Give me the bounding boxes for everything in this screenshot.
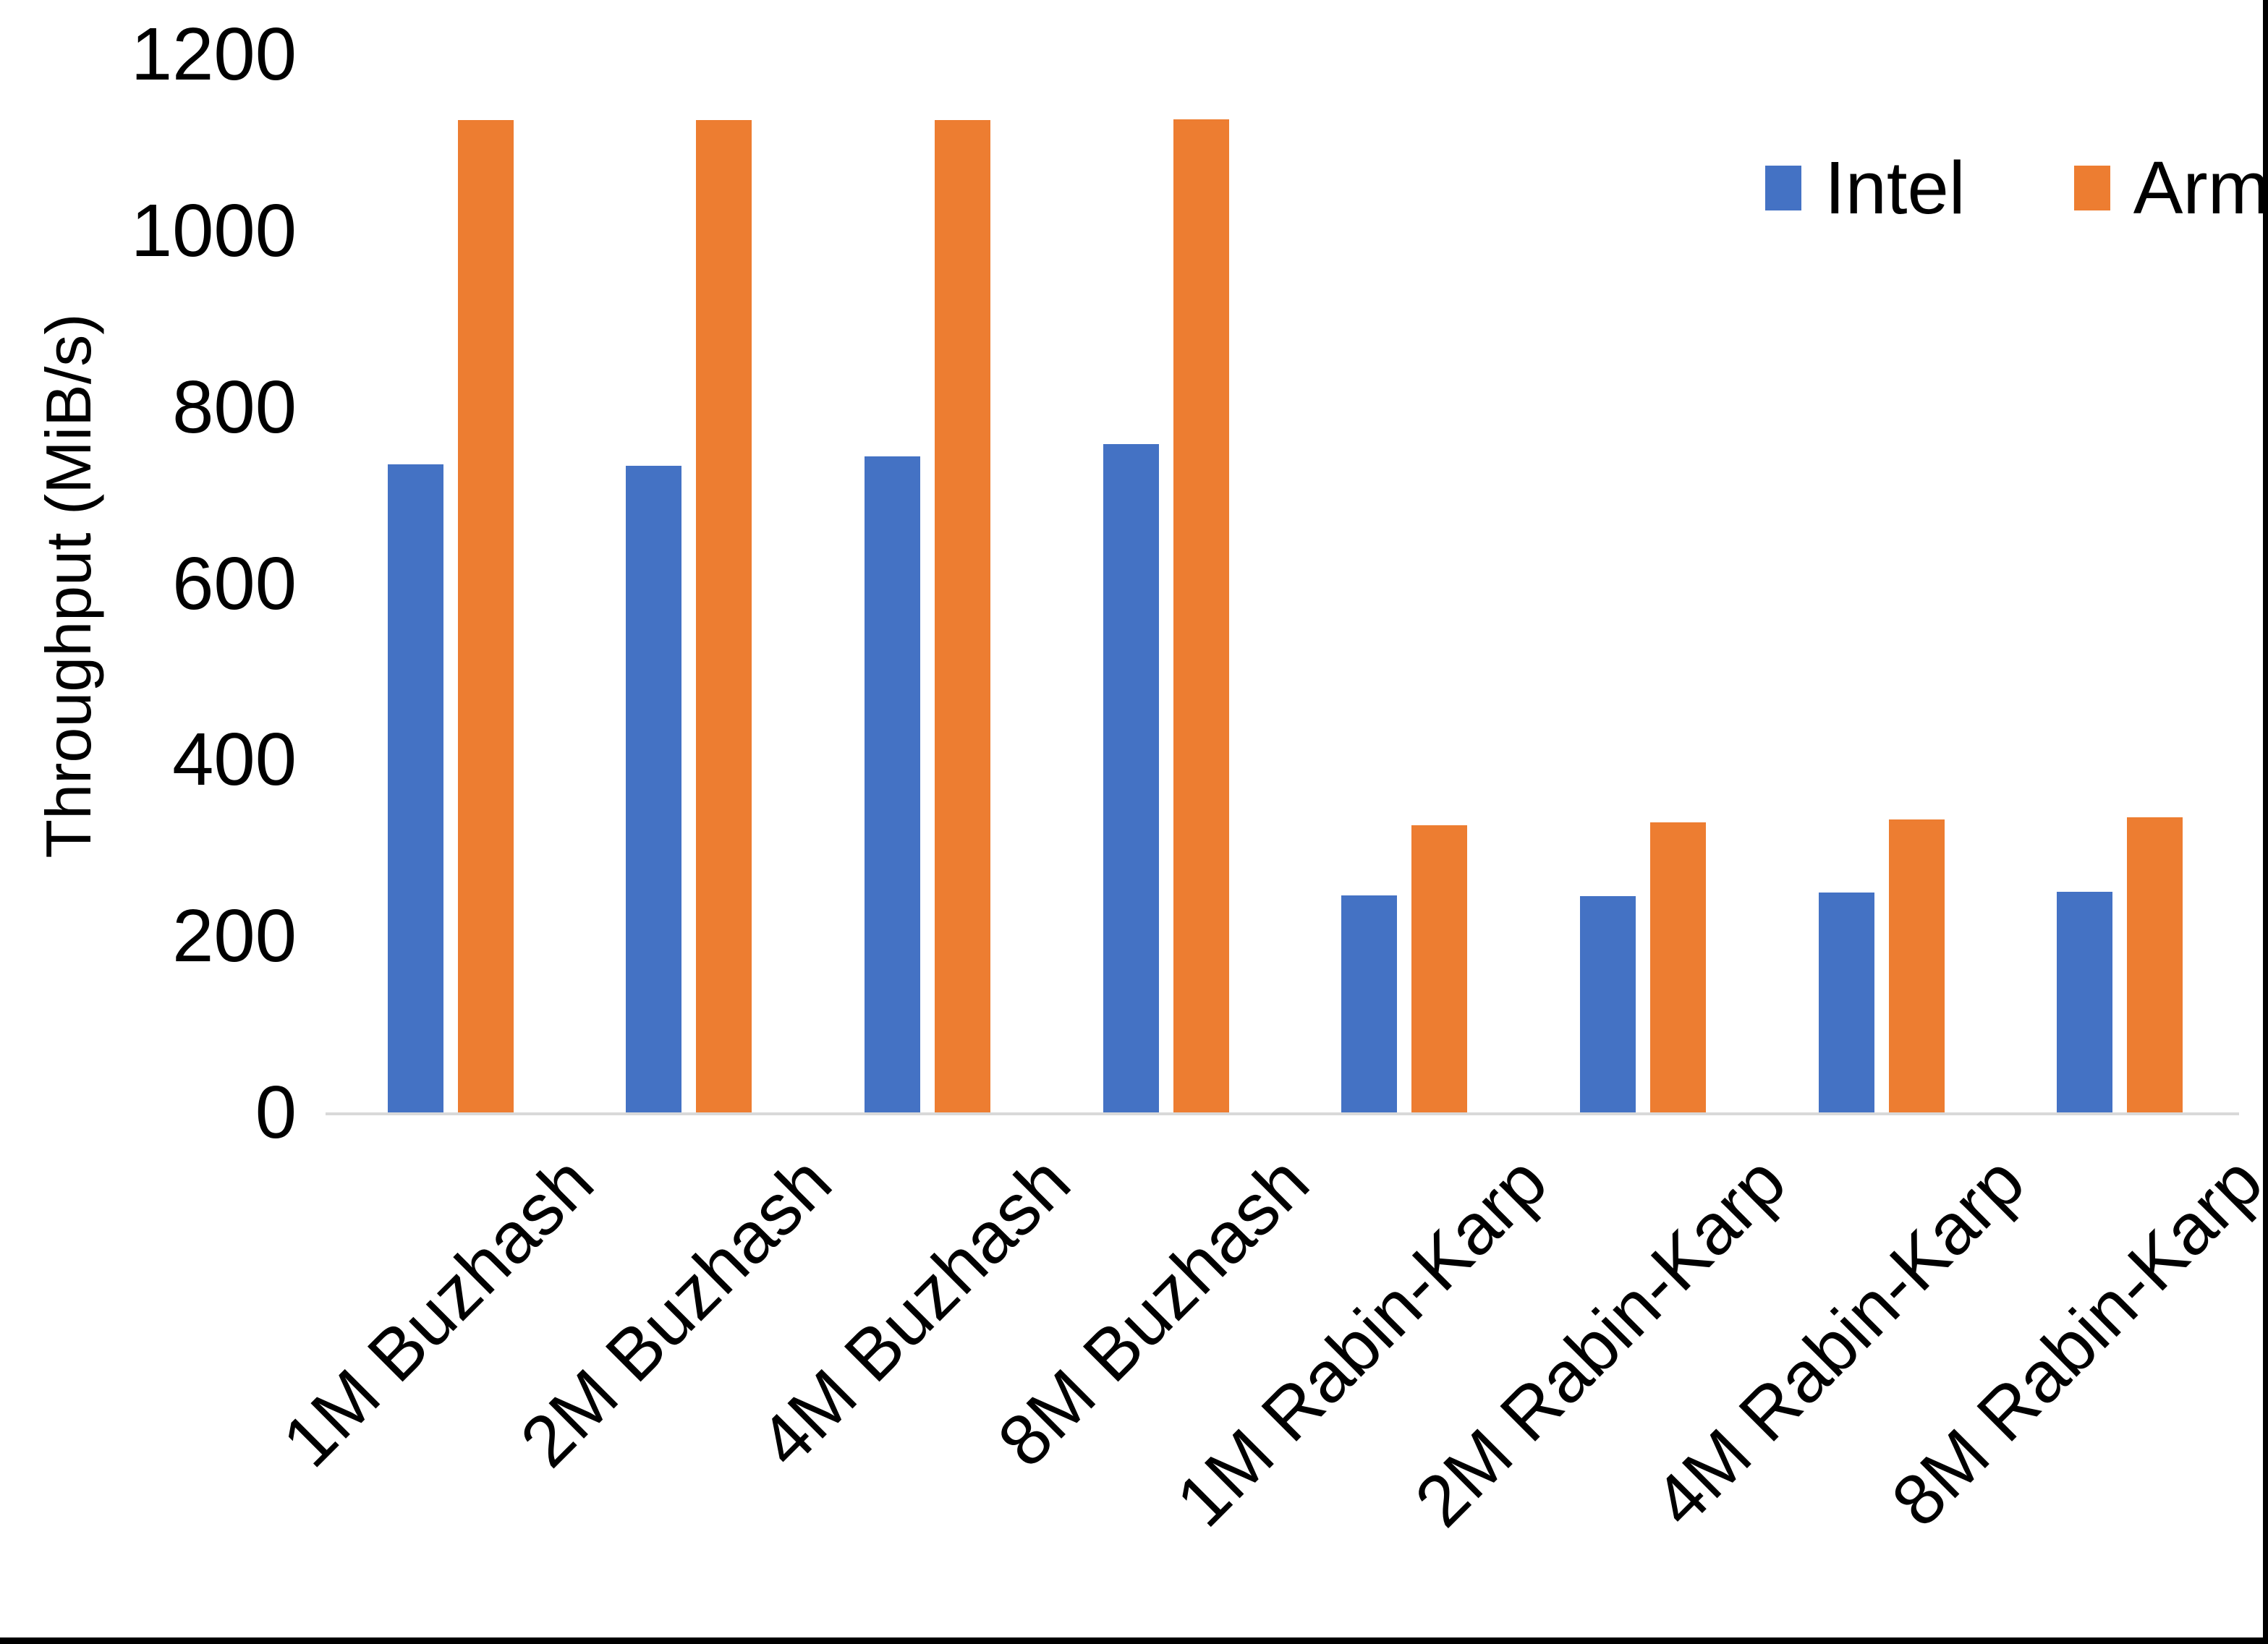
bar-intel-4m-buzhash xyxy=(865,456,921,1112)
bar-arm-8m-buzhash xyxy=(1173,119,1229,1112)
bar-intel-4m-rabin-karp xyxy=(1818,893,1874,1112)
y-tick-label: 1000 xyxy=(130,188,297,272)
legend-label-arm: Arm xyxy=(2133,146,2268,229)
bar-arm-1m-rabin-karp xyxy=(1411,825,1468,1112)
bar-intel-2m-buzhash xyxy=(626,466,682,1112)
legend-label-intel: Intel xyxy=(1825,146,1966,229)
intel-series-swatch xyxy=(1765,166,1801,210)
y-tick-label: 800 xyxy=(172,365,297,448)
y-tick-label: 200 xyxy=(172,894,297,978)
bar-arm-2m-buzhash xyxy=(696,120,752,1112)
legend-item-intel: Intel xyxy=(1765,148,1966,228)
bar-intel-1m-buzhash xyxy=(387,464,443,1112)
bar-intel-1m-rabin-karp xyxy=(1341,895,1398,1112)
bar-arm-1m-buzhash xyxy=(457,120,514,1112)
y-tick-label: 0 xyxy=(255,1070,297,1154)
y-tick-label: 1200 xyxy=(130,12,297,95)
x-category-label: 1M Buzhash xyxy=(267,1141,609,1483)
bar-intel-8m-buzhash xyxy=(1103,443,1159,1112)
bar-intel-8m-rabin-karp xyxy=(2057,892,2113,1112)
y-tick-label: 600 xyxy=(172,541,297,625)
bar-intel-2m-rabin-karp xyxy=(1579,896,1636,1112)
bar-arm-4m-rabin-karp xyxy=(1888,819,1945,1112)
x-axis-line xyxy=(326,1112,2239,1115)
arm-series-swatch xyxy=(2073,166,2110,210)
bar-arm-4m-buzhash xyxy=(935,120,991,1112)
bar-arm-8m-rabin-karp xyxy=(2127,817,2183,1112)
bar-arm-2m-rabin-karp xyxy=(1649,822,1706,1112)
y-tick-label: 400 xyxy=(172,717,297,801)
legend-item-arm: Arm xyxy=(2073,146,2268,229)
legend: Intel Arm xyxy=(1765,146,2268,229)
